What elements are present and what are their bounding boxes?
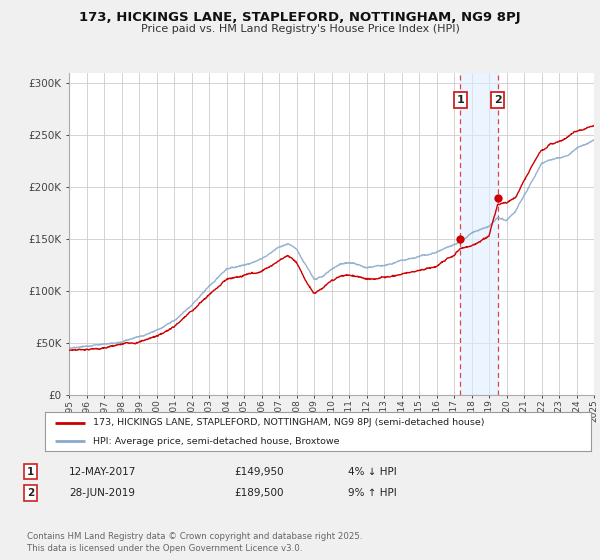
- Text: 28-JUN-2019: 28-JUN-2019: [69, 488, 135, 498]
- Text: 173, HICKINGS LANE, STAPLEFORD, NOTTINGHAM, NG9 8PJ (semi-detached house): 173, HICKINGS LANE, STAPLEFORD, NOTTINGH…: [93, 418, 485, 427]
- Text: 4% ↓ HPI: 4% ↓ HPI: [348, 466, 397, 477]
- Text: Contains HM Land Registry data © Crown copyright and database right 2025.
This d: Contains HM Land Registry data © Crown c…: [27, 532, 362, 553]
- Text: Price paid vs. HM Land Registry's House Price Index (HPI): Price paid vs. HM Land Registry's House …: [140, 24, 460, 34]
- Text: 1: 1: [457, 95, 464, 105]
- Text: 12-MAY-2017: 12-MAY-2017: [69, 466, 136, 477]
- Bar: [460, 73, 497, 395]
- Text: 173, HICKINGS LANE, STAPLEFORD, NOTTINGHAM, NG9 8PJ: 173, HICKINGS LANE, STAPLEFORD, NOTTINGH…: [79, 11, 521, 24]
- Text: 1: 1: [27, 466, 34, 477]
- Text: HPI: Average price, semi-detached house, Broxtowe: HPI: Average price, semi-detached house,…: [93, 436, 340, 446]
- Text: £189,500: £189,500: [234, 488, 284, 498]
- Text: £149,950: £149,950: [234, 466, 284, 477]
- Text: 9% ↑ HPI: 9% ↑ HPI: [348, 488, 397, 498]
- Text: 2: 2: [27, 488, 34, 498]
- Text: 2: 2: [494, 95, 502, 105]
